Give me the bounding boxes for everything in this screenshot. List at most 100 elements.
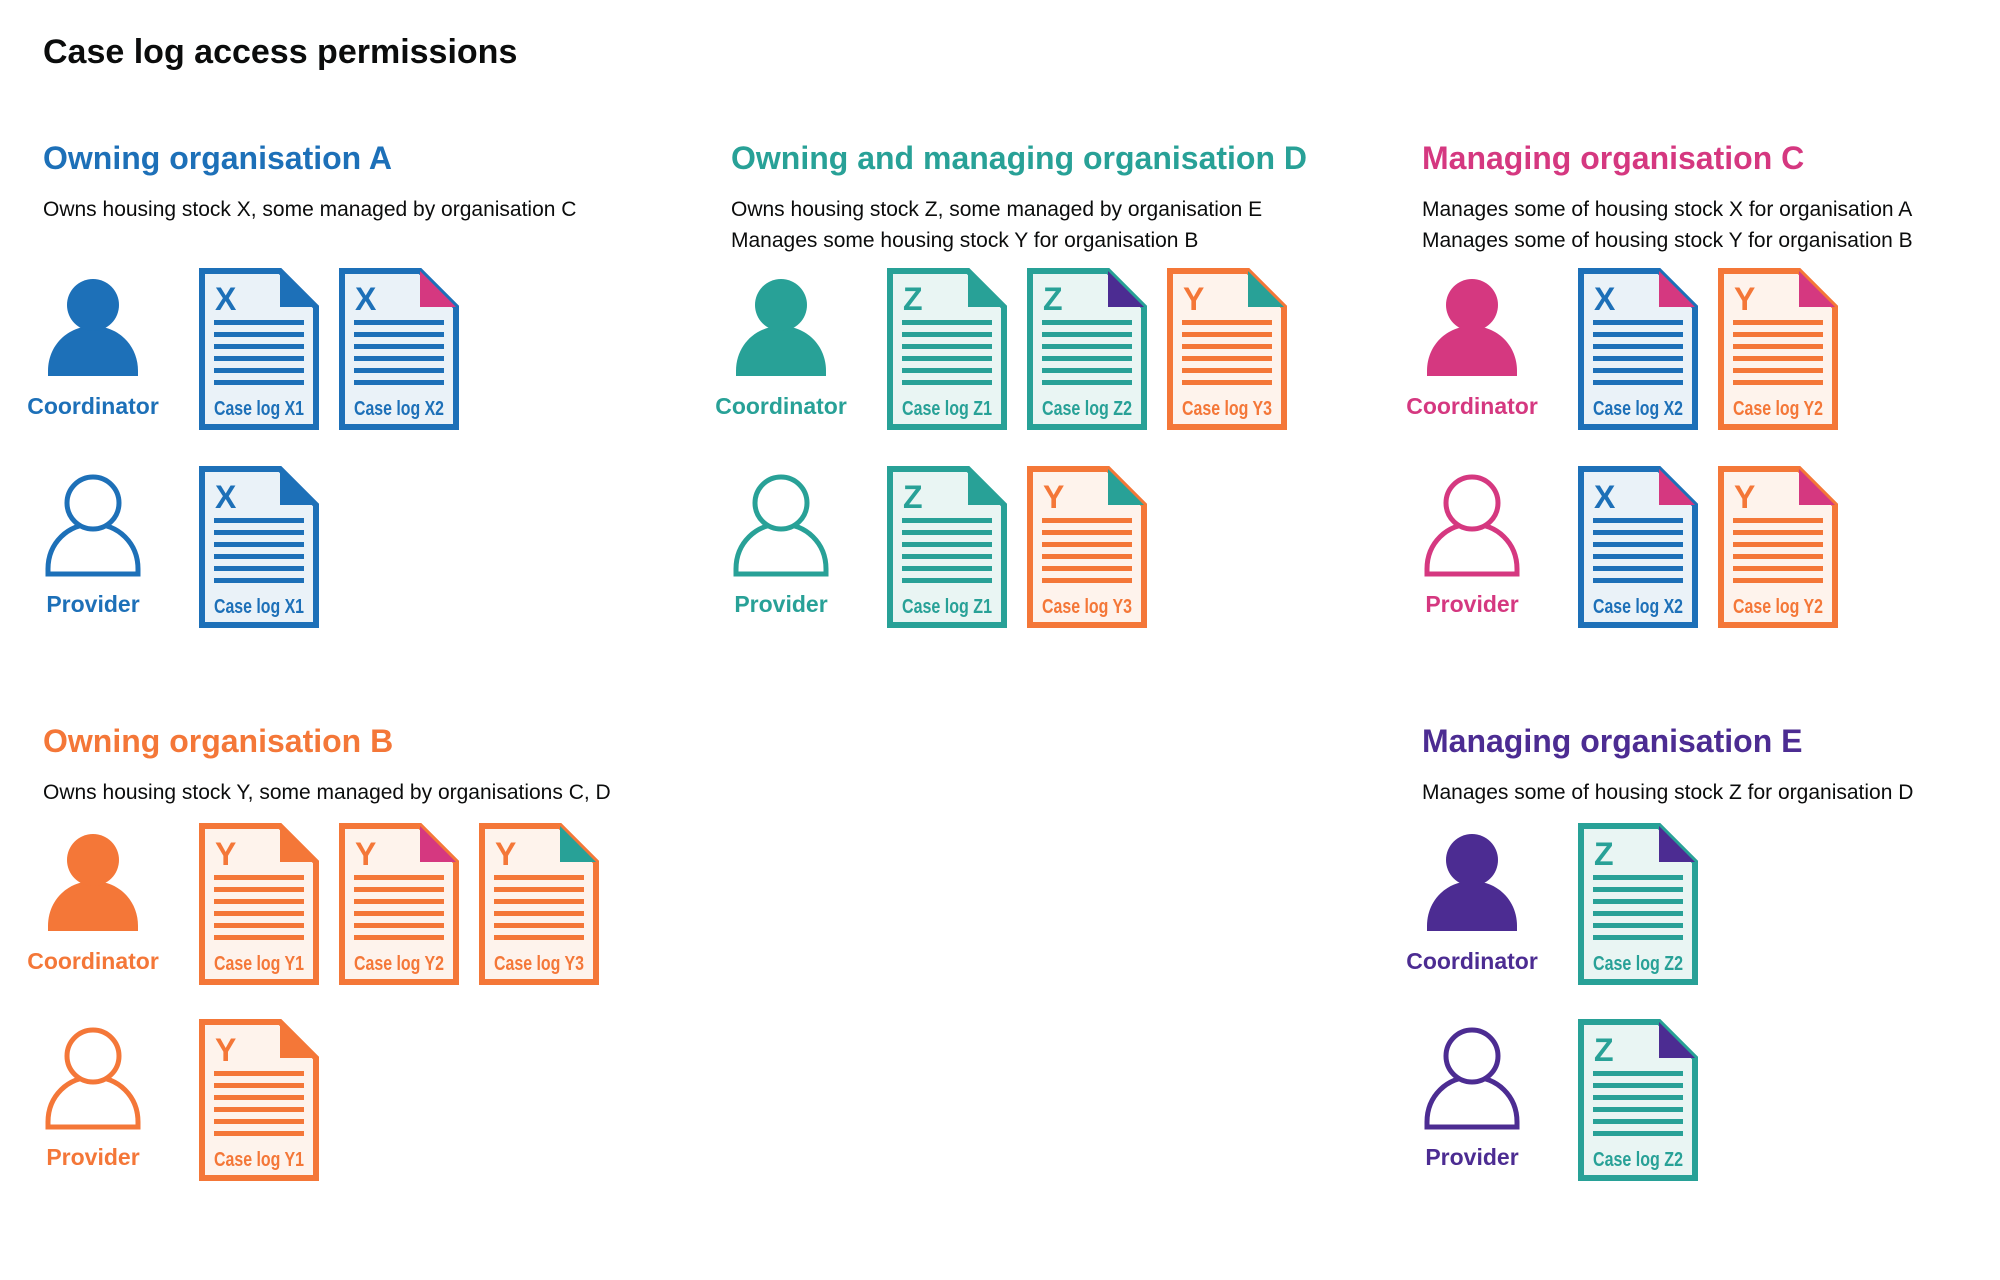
- document-letter: X: [215, 281, 237, 317]
- document-label: Case log Y1: [214, 1149, 304, 1171]
- case-log-documents: Z Case log Z1 Z Case log Z2 Y Case log Y3: [887, 268, 1287, 430]
- person-head: [752, 474, 810, 532]
- document-label: Case log Z1: [902, 596, 992, 618]
- coordinator-row: Coordinator Z Case log Z2: [1406, 823, 1698, 985]
- coordinator-figure: Coordinator: [1406, 823, 1538, 975]
- document-letter: Z: [1594, 836, 1614, 872]
- person-body: [736, 326, 826, 376]
- section-description: Owns housing stock Z, some managed by or…: [731, 198, 1263, 221]
- coordinator-row: Coordinator X Case log X1 X Case log X2: [27, 268, 459, 430]
- person-role-label: Provider: [46, 1144, 140, 1170]
- corner-fold-icon: [1659, 1022, 1695, 1058]
- section-title: Managing organisation C: [1422, 140, 1805, 176]
- provider-figure: Provider: [1422, 466, 1522, 618]
- section-org-c: Managing organisation C Manages some of …: [1406, 140, 1982, 628]
- corner-fold-icon: [968, 271, 1004, 307]
- provider-icon: [733, 474, 829, 577]
- person-head: [1446, 279, 1498, 331]
- person-head: [67, 834, 119, 886]
- corner-fold-icon: [1659, 826, 1695, 862]
- case-log-documents: Z Case log Z2: [1578, 1019, 1698, 1181]
- section-description: Owns housing stock Y, some managed by or…: [43, 781, 611, 804]
- coordinator-icon: [48, 279, 138, 376]
- document-label: Case log X1: [214, 398, 304, 420]
- document-lines: [354, 320, 444, 385]
- page-title: Case log access permissions: [43, 33, 518, 71]
- document-lines: [1593, 1071, 1683, 1136]
- document-label: Case log Y2: [1733, 398, 1823, 420]
- provider-icon: [1424, 1027, 1520, 1130]
- coordinator-icon: [48, 834, 138, 931]
- provider-figure: Provider: [731, 466, 831, 618]
- case-log-documents: X Case log X1: [199, 466, 319, 628]
- document-lines: [1042, 518, 1132, 583]
- coordinator-figure: Coordinator: [1406, 268, 1538, 420]
- provider-row: Provider Z Case log Z1 Y Case log Y3: [731, 466, 1147, 628]
- document-lines: [1733, 320, 1823, 385]
- corner-fold-icon: [1659, 271, 1695, 307]
- document-lines: [214, 518, 304, 583]
- document-letter: Y: [1183, 281, 1204, 317]
- case-log-document: Y Case log Y2: [1718, 268, 1838, 430]
- document-lines: [214, 875, 304, 940]
- section-title: Managing organisation E: [1422, 723, 1803, 759]
- coordinator-icon: [736, 279, 826, 376]
- person-role-label: Provider: [734, 591, 828, 617]
- person-head: [1443, 1027, 1501, 1085]
- document-lines: [1182, 320, 1272, 385]
- section-description: Owns housing stock X, some managed by or…: [43, 198, 577, 221]
- document-label: Case log Y2: [1733, 596, 1823, 618]
- coordinator-figure: Coordinator: [715, 268, 847, 420]
- person-body: [48, 881, 138, 931]
- document-letter: Y: [215, 1032, 236, 1068]
- document-letter: Z: [1594, 1032, 1614, 1068]
- case-log-documents: X Case log X1 X Case log X2: [199, 268, 459, 430]
- provider-icon: [45, 474, 141, 577]
- document-label: Case log Y3: [1042, 596, 1132, 618]
- document-label: Case log Y3: [1182, 398, 1272, 420]
- provider-icon: [1424, 474, 1520, 577]
- document-label: Case log X1: [214, 596, 304, 618]
- case-log-document: X Case log X1: [199, 466, 319, 628]
- case-log-documents: X Case log X2 Y Case log Y2: [1578, 268, 1838, 430]
- document-label: Case log Y3: [494, 953, 584, 975]
- document-letter: Y: [1734, 479, 1755, 515]
- document-lines: [354, 875, 444, 940]
- person-role-label: Coordinator: [27, 948, 159, 974]
- provider-icon: [45, 1027, 141, 1130]
- document-label: Case log X2: [354, 398, 444, 420]
- case-log-document: Y Case log Y1: [199, 823, 319, 985]
- corner-fold-icon: [280, 826, 316, 862]
- document-lines: [1593, 320, 1683, 385]
- document-letter: Y: [495, 836, 516, 872]
- corner-fold-icon: [1659, 469, 1695, 505]
- document-letter: X: [355, 281, 377, 317]
- case-log-document: Y Case log Y3: [479, 823, 599, 985]
- corner-fold-icon: [280, 469, 316, 505]
- coordinator-figure: Coordinator: [27, 823, 159, 975]
- document-lines: [1593, 518, 1683, 583]
- document-letter: Y: [1734, 281, 1755, 317]
- document-lines: [1593, 875, 1683, 940]
- document-lines: [494, 875, 584, 940]
- section-description: Manages some of housing stock X for orga…: [1422, 198, 1913, 221]
- document-letter: Y: [215, 836, 236, 872]
- document-label: Case log Y1: [214, 953, 304, 975]
- corner-fold-icon: [1799, 271, 1835, 307]
- corner-fold-icon: [560, 826, 596, 862]
- document-letter: Z: [1043, 281, 1063, 317]
- corner-fold-icon: [420, 271, 456, 307]
- document-letter: Y: [1043, 479, 1064, 515]
- provider-figure: Provider: [43, 466, 143, 618]
- person-role-label: Provider: [1425, 591, 1519, 617]
- document-letter: X: [1594, 281, 1616, 317]
- document-letter: X: [215, 479, 237, 515]
- document-letter: Y: [355, 836, 376, 872]
- person-body: [1427, 326, 1517, 376]
- case-log-documents: Z Case log Z2: [1578, 823, 1698, 985]
- corner-fold-icon: [1248, 271, 1284, 307]
- person-role-label: Coordinator: [1406, 393, 1538, 419]
- coordinator-row: Coordinator Z Case log Z1 Z Case log Z2 Y Case…: [715, 268, 1287, 430]
- document-letter: Z: [903, 281, 923, 317]
